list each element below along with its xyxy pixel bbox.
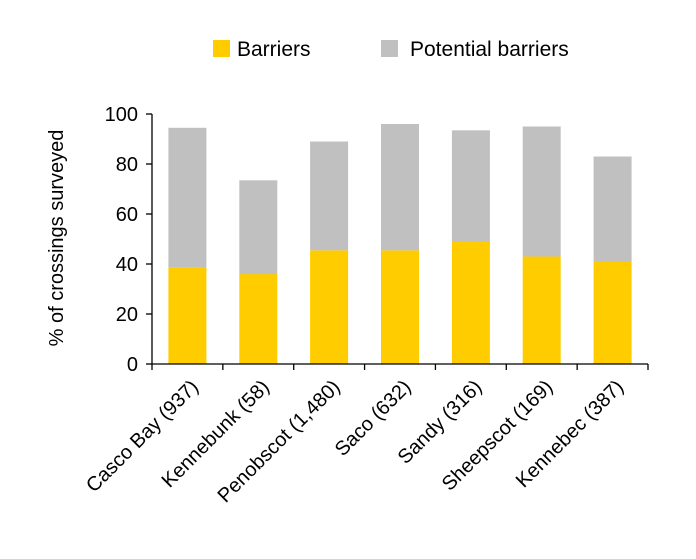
bar-potential-barriers-sandy [451,130,490,242]
bar-potential-barriers-casco-bay [168,127,207,268]
bar-barriers-sheepscot [522,256,561,364]
bar-potential-barriers-penobscot [310,141,349,251]
y-axis-title: % of crossings surveyed [46,130,68,347]
legend-swatch-barriers [213,40,230,57]
y-tick-labels: 0 20 40 60 80 100 [105,104,138,376]
bar-potential-barriers-kennebec [593,156,632,262]
x-tick-label-penobscot: Penobscot (1,480) [214,376,345,507]
bar-barriers-casco-bay [168,267,207,365]
legend: Barriers Potential barriers [213,38,569,61]
bar-barriers-kennebunk [239,274,278,364]
y-tick-label-80: 80 [116,154,138,176]
bars [168,124,632,365]
bar-potential-barriers-sheepscot [522,126,561,257]
bar-barriers-sandy [451,241,490,364]
y-tick-label-40: 40 [116,254,138,276]
bar-barriers-penobscot [310,250,349,365]
y-tick-label-100: 100 [105,104,138,126]
y-tick-label-60: 60 [116,204,138,226]
legend-swatch-potential-barriers [381,40,398,57]
axes [146,113,649,370]
y-tick-label-20: 20 [116,304,138,326]
bar-barriers-kennebec [593,261,632,364]
bar-potential-barriers-kennebunk [239,180,278,275]
legend-label-potential-barriers: Potential barriers [410,38,569,61]
bar-barriers-saco [381,250,419,365]
bar-potential-barriers-saco [381,124,419,251]
y-tick-label-0: 0 [127,354,138,376]
legend-label-barriers: Barriers [237,38,311,61]
x-tick-labels: Casco Bay (937)Kennebunk (58)Penobscot (… [82,376,628,507]
